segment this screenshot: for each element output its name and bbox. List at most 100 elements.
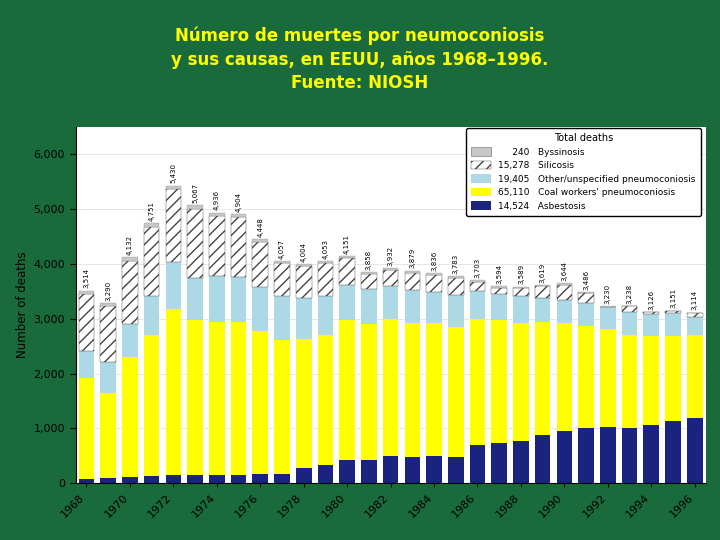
Text: 3,644: 3,644 [562, 261, 567, 281]
Bar [230, 322, 246, 475]
Bar [557, 323, 572, 431]
Bar [166, 309, 181, 475]
Bar [405, 273, 420, 291]
Bar [622, 428, 637, 483]
Bar [513, 296, 528, 322]
Bar [253, 331, 268, 474]
Bar [557, 285, 572, 300]
Bar [274, 264, 290, 296]
Bar [187, 475, 203, 483]
Bar [318, 464, 333, 483]
Bar [274, 474, 290, 483]
Text: 3,619: 3,619 [540, 262, 546, 282]
Bar [78, 378, 94, 480]
Bar [469, 446, 485, 483]
Bar [405, 323, 420, 457]
Bar [122, 256, 138, 261]
Bar [600, 329, 616, 427]
Text: 3,486: 3,486 [583, 270, 589, 290]
Bar [318, 296, 333, 335]
Bar [144, 476, 159, 483]
Text: 4,751: 4,751 [148, 200, 155, 221]
Bar [578, 303, 594, 326]
Bar [361, 274, 377, 289]
Bar [166, 186, 181, 190]
Bar [687, 417, 703, 483]
Bar [492, 320, 507, 443]
Text: 3,514: 3,514 [84, 268, 89, 288]
Text: Número de muertes por neumoconiosis
y sus causas, en EEUU, años 1968–1996.
Fuent: Número de muertes por neumoconiosis y su… [171, 26, 549, 92]
Bar [469, 291, 485, 319]
Bar [339, 256, 355, 258]
Bar [426, 275, 442, 292]
Bar [383, 268, 398, 270]
Bar [469, 319, 485, 446]
Text: 3,126: 3,126 [648, 289, 654, 310]
Bar [100, 306, 116, 362]
Bar [78, 350, 94, 378]
Y-axis label: Number of deaths: Number of deaths [17, 252, 30, 359]
Text: 4,132: 4,132 [127, 234, 133, 254]
Bar [166, 262, 181, 309]
Bar [600, 307, 616, 329]
Bar [426, 292, 442, 323]
Bar [405, 457, 420, 483]
Text: 4,904: 4,904 [235, 192, 241, 212]
Bar [253, 287, 268, 331]
Bar [665, 313, 681, 335]
Bar [557, 300, 572, 323]
Bar [122, 324, 138, 356]
Bar [209, 217, 225, 276]
Bar [492, 286, 507, 288]
Bar [100, 478, 116, 483]
Bar [644, 425, 659, 483]
Bar [339, 285, 355, 320]
Bar [426, 323, 442, 456]
Bar [100, 393, 116, 478]
Legend:      240   Byssinosis, 15,278   Silicosis, 19,405   Other/unspecified pneumoconi: 240 Byssinosis, 15,278 Silicosis, 19,405… [466, 128, 701, 216]
Bar [361, 272, 377, 274]
Bar [100, 362, 116, 393]
Bar [665, 311, 681, 313]
Bar [144, 296, 159, 335]
Bar [122, 261, 138, 324]
Bar [405, 271, 420, 273]
Bar [274, 340, 290, 474]
Bar [578, 293, 594, 303]
Bar [513, 322, 528, 441]
Bar [339, 320, 355, 460]
Bar [665, 421, 681, 483]
Bar [339, 460, 355, 483]
Text: 4,053: 4,053 [323, 239, 328, 259]
Text: 4,151: 4,151 [344, 233, 350, 253]
Bar [122, 356, 138, 477]
Bar [535, 286, 551, 298]
Bar [78, 291, 94, 294]
Text: 4,448: 4,448 [257, 217, 264, 237]
Bar [144, 227, 159, 296]
Bar [253, 242, 268, 287]
Bar [578, 428, 594, 483]
Bar [513, 288, 528, 296]
Text: 3,836: 3,836 [431, 251, 437, 271]
Bar [535, 435, 551, 483]
Bar [687, 316, 703, 335]
Bar [383, 456, 398, 483]
Bar [644, 336, 659, 425]
Text: 3,290: 3,290 [105, 281, 111, 301]
Bar [535, 298, 551, 322]
Text: 3,932: 3,932 [387, 245, 394, 266]
Bar [230, 217, 246, 277]
Bar [513, 441, 528, 483]
Bar [122, 477, 138, 483]
Text: 5,430: 5,430 [171, 164, 176, 184]
Bar [144, 223, 159, 227]
Bar [296, 264, 312, 266]
Bar [557, 431, 572, 483]
Bar [426, 273, 442, 275]
Bar [622, 306, 637, 312]
Bar [448, 457, 464, 483]
Text: 3,114: 3,114 [692, 290, 698, 310]
Bar [600, 306, 616, 307]
Text: 3,230: 3,230 [605, 284, 611, 304]
